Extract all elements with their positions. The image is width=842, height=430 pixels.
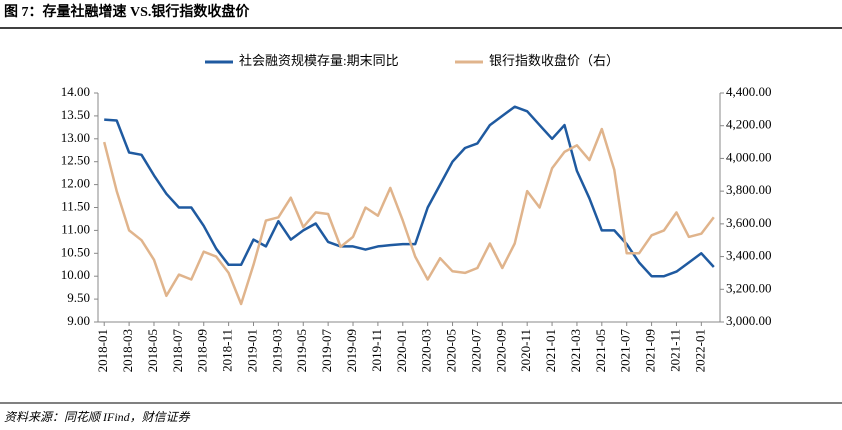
- y-tick-label: 9.00: [67, 313, 90, 328]
- y-tick-label: 10.00: [61, 267, 90, 282]
- x-tick-label: 2020-03: [419, 329, 434, 372]
- y-tick-label: 10.50: [61, 244, 90, 259]
- y-tick-label: 12.00: [61, 176, 90, 191]
- x-tick-label: 2019-07: [319, 329, 334, 373]
- y2-tick-label: 3,000.00: [726, 313, 772, 328]
- y-tick-label: 11.50: [61, 198, 90, 213]
- y-tick-label: 13.50: [61, 107, 90, 122]
- x-tick-label: 2020-01: [394, 329, 409, 372]
- x-tick-label: 2018-11: [220, 329, 235, 372]
- x-tick-label: 2022-01: [692, 329, 707, 372]
- y-tick-label: 9.50: [67, 290, 90, 305]
- legend-label: 社会融资规模存量:期末同比: [239, 53, 399, 68]
- chart-title: 图 7：存量社融增速 VS.银行指数收盘价: [4, 3, 250, 20]
- source: 资料来源：同花顺 IFind，财信证券: [4, 410, 191, 424]
- y2-tick-label: 3,800.00: [726, 182, 772, 197]
- y2-tick-label: 4,200.00: [726, 117, 772, 132]
- series-line: [104, 105, 715, 278]
- x-tick-label: 2021-09: [643, 329, 658, 372]
- x-tick-label: 2020-09: [493, 329, 508, 372]
- y-tick-label: 12.50: [61, 153, 90, 168]
- x-tick-label: 2021-07: [618, 329, 633, 373]
- x-tick-label: 2018-01: [95, 329, 110, 372]
- x-tick-label: 2020-05: [444, 329, 459, 372]
- x-tick-label: 2020-07: [468, 329, 483, 373]
- y2-tick-label: 3,400.00: [726, 248, 772, 263]
- series-line: [102, 127, 715, 306]
- x-tick-label: 2018-03: [120, 329, 135, 372]
- x-tick-label: 2021-05: [593, 329, 608, 372]
- x-tick-label: 2019-03: [269, 329, 284, 372]
- x-tick-label: 2019-09: [344, 329, 359, 372]
- y-tick-label: 14.00: [61, 84, 90, 99]
- x-tick-label: 2018-05: [145, 329, 160, 372]
- x-tick-label: 2021-11: [667, 329, 682, 372]
- legend-label: 银行指数收盘价（右）: [489, 53, 619, 68]
- y2-tick-label: 3,600.00: [726, 215, 772, 230]
- x-tick-label: 2021-03: [568, 329, 583, 372]
- x-tick-label: 2020-11: [518, 329, 533, 372]
- y2-tick-label: 3,200.00: [726, 280, 772, 295]
- x-tick-label: 2018-09: [195, 329, 210, 372]
- y2-tick-label: 4,400.00: [726, 84, 772, 99]
- y-tick-label: 11.00: [61, 221, 90, 236]
- x-tick-label: 2019-11: [369, 329, 384, 372]
- x-tick-label: 2018-07: [170, 329, 185, 373]
- x-tick-label: 2019-01: [244, 329, 259, 372]
- y2-tick-label: 4,000.00: [726, 149, 772, 164]
- x-tick-label: 2021-01: [543, 329, 558, 372]
- y-tick-label: 13.00: [61, 130, 90, 145]
- x-tick-label: 2019-05: [294, 329, 309, 372]
